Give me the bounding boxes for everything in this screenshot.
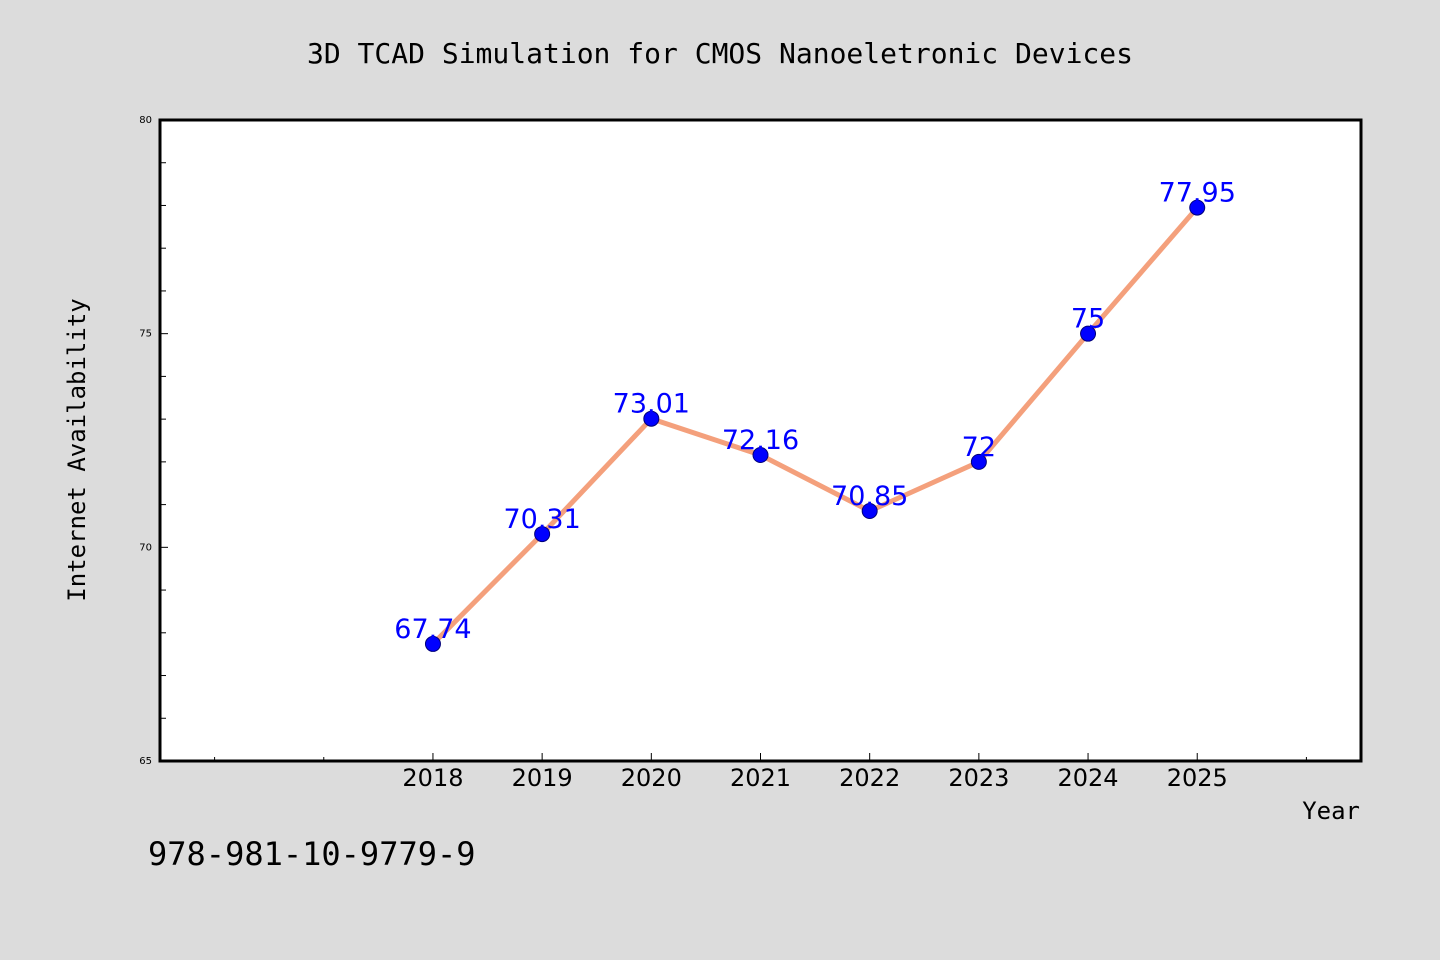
series-internet-availability: 67.74 70.31 73.01 72.16 70.85 72 75 77.95 (394, 178, 1236, 652)
x-tick-label: 2025 (1167, 764, 1228, 792)
y-tick-label: 75 (139, 329, 152, 340)
data-point (424, 635, 441, 652)
plot-area (158, 118, 1363, 763)
x-tick-label: 2019 (512, 764, 573, 792)
y-axis-label: Internet Availability (63, 298, 91, 601)
x-axis: 2018 2019 2020 2021 2022 2023 2024 2025 (214, 753, 1307, 792)
data-label: 70.31 (503, 504, 580, 535)
data-point (1080, 325, 1097, 342)
data-label: 72 (962, 432, 996, 463)
data-label: 67.74 (394, 614, 471, 645)
data-label: 72.16 (722, 425, 799, 456)
series-line (430, 205, 1200, 647)
x-tick-label: 2023 (948, 764, 1009, 792)
data-point (643, 410, 660, 427)
y-tick-label: 80 (139, 115, 152, 126)
data-point (970, 453, 987, 470)
isbn-text: 978-981-10-9779-9 (148, 835, 476, 873)
x-tick-label: 2020 (621, 764, 682, 792)
data-point (752, 447, 769, 464)
data-label: 77.95 (1159, 178, 1236, 209)
data-label: 70.85 (831, 481, 908, 512)
data-label: 75 (1071, 304, 1105, 335)
data-point (861, 503, 878, 520)
y-tick-label: 70 (139, 542, 152, 553)
x-tick-label: 2021 (730, 764, 791, 792)
y-tick-label: 65 (139, 756, 152, 767)
data-point (1189, 199, 1206, 216)
data-point (534, 526, 551, 543)
data-label: 73.01 (613, 389, 690, 420)
x-tick-label: 2022 (839, 764, 900, 792)
x-axis-label: Year (1302, 797, 1360, 825)
x-tick-label: 2018 (402, 764, 463, 792)
y-axis: 65 70 75 80 (139, 115, 168, 767)
chart-title: 3D TCAD Simulation for CMOS Nanoeletroni… (307, 37, 1133, 70)
x-tick-label: 2024 (1058, 764, 1119, 792)
